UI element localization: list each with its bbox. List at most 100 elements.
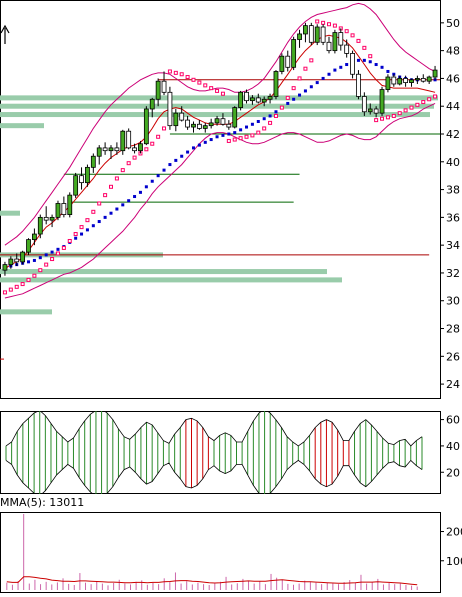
volume-ma-label: MMA(5): 13011 bbox=[0, 496, 85, 509]
candle-body bbox=[426, 76, 432, 82]
sar-point bbox=[79, 225, 84, 230]
candle-body bbox=[79, 175, 84, 184]
candle-body bbox=[138, 143, 143, 152]
volume-frame bbox=[0, 512, 441, 593]
ma-point bbox=[268, 114, 272, 118]
sar-point bbox=[156, 134, 161, 139]
ma-point bbox=[209, 138, 213, 142]
price-chart[interactable]: 24 26 28 30 32 34 36 38 40 42 44 46 48 50 bbox=[0, 0, 462, 400]
candle-body bbox=[250, 97, 255, 102]
candle-body bbox=[261, 98, 267, 103]
oscillator-chart[interactable]: 20 40 60 bbox=[0, 408, 462, 498]
sar-point bbox=[350, 33, 355, 38]
candle-body bbox=[196, 123, 202, 129]
sar-point bbox=[226, 138, 231, 143]
oscillator-panel: 20 40 60 bbox=[0, 408, 462, 498]
candle-body bbox=[20, 251, 26, 263]
y-tick-label: 28 bbox=[446, 323, 460, 336]
y-tick-label: 50 bbox=[446, 17, 460, 30]
candle-body bbox=[338, 32, 344, 46]
candle-body bbox=[232, 107, 238, 128]
ma-point bbox=[144, 185, 148, 189]
y-tick-label: 32 bbox=[446, 267, 460, 280]
volume-chart[interactable]: 100 200 bbox=[0, 512, 462, 593]
sar-point bbox=[162, 126, 167, 131]
candle-body bbox=[185, 119, 190, 128]
sar-point bbox=[55, 251, 60, 256]
candle-body bbox=[90, 155, 96, 168]
sar-point bbox=[380, 116, 385, 121]
candle-body bbox=[26, 239, 31, 253]
ma-point bbox=[32, 258, 36, 262]
volume-profile-bar bbox=[0, 277, 342, 283]
sar-point bbox=[409, 105, 414, 110]
sar-point bbox=[2, 290, 7, 295]
candle-body bbox=[297, 33, 302, 40]
sar-point bbox=[220, 91, 225, 96]
ma-point bbox=[274, 110, 278, 114]
candle-body bbox=[32, 233, 37, 240]
ma-point bbox=[174, 158, 178, 162]
ma-point bbox=[321, 76, 325, 80]
ma-point bbox=[91, 224, 95, 228]
ma-point bbox=[127, 199, 131, 203]
candle-body bbox=[61, 203, 67, 215]
candle-body bbox=[238, 91, 244, 108]
sar-point bbox=[362, 45, 367, 50]
volume-profile-bar bbox=[0, 123, 44, 129]
candle-body bbox=[432, 69, 438, 78]
sar-point bbox=[332, 23, 337, 28]
ma-point bbox=[368, 60, 372, 64]
short-ma-line bbox=[4, 34, 436, 270]
bollinger-lower-line bbox=[4, 102, 436, 299]
vol-y-tick-label: 200 bbox=[446, 526, 462, 539]
up-arrow-head-icon bbox=[0, 24, 10, 34]
sar-point bbox=[50, 257, 55, 262]
candle-body bbox=[385, 76, 391, 90]
sar-point bbox=[374, 118, 379, 123]
candle-body bbox=[85, 166, 90, 184]
candle-body bbox=[143, 108, 149, 145]
oscillator-upper-envelope bbox=[5, 408, 423, 447]
candle-body bbox=[273, 71, 279, 97]
sar-point bbox=[368, 54, 373, 59]
sar-point bbox=[250, 133, 255, 138]
ma-point bbox=[374, 63, 378, 67]
ma-point bbox=[298, 93, 302, 97]
sar-point bbox=[385, 115, 390, 120]
sar-point bbox=[297, 76, 302, 81]
sar-point bbox=[391, 113, 396, 118]
sar-point bbox=[262, 126, 267, 131]
ma-point bbox=[186, 150, 190, 154]
candle-body bbox=[403, 78, 408, 83]
candle-body bbox=[244, 91, 249, 102]
candle-body bbox=[155, 80, 161, 100]
candle-body bbox=[114, 147, 120, 152]
sar-point bbox=[415, 102, 420, 107]
ma-point bbox=[38, 256, 42, 260]
y-tick-label: 48 bbox=[446, 45, 460, 58]
ma-point bbox=[85, 228, 89, 232]
candle-body bbox=[96, 147, 102, 157]
ma-point bbox=[345, 63, 349, 67]
candle-body bbox=[373, 108, 379, 114]
osc-y-tick-label: 60 bbox=[446, 414, 460, 427]
sar-point bbox=[273, 113, 278, 118]
sar-point bbox=[144, 147, 149, 152]
sar-point bbox=[397, 111, 402, 116]
ma-point bbox=[286, 101, 290, 105]
candle-body bbox=[173, 112, 179, 127]
sar-point bbox=[303, 66, 308, 71]
ma-point bbox=[239, 128, 243, 132]
candle-body bbox=[414, 78, 420, 81]
volume-profile-bar bbox=[0, 103, 434, 109]
candle-body bbox=[361, 96, 367, 113]
ma-point bbox=[221, 133, 225, 137]
candle-body bbox=[220, 118, 226, 125]
oscillator-lower-envelope bbox=[5, 459, 423, 498]
candle-body bbox=[55, 203, 61, 218]
candle-body bbox=[226, 123, 232, 128]
y-tick-label: 40 bbox=[446, 156, 460, 169]
sar-point bbox=[191, 77, 196, 82]
ma-point bbox=[327, 72, 331, 76]
